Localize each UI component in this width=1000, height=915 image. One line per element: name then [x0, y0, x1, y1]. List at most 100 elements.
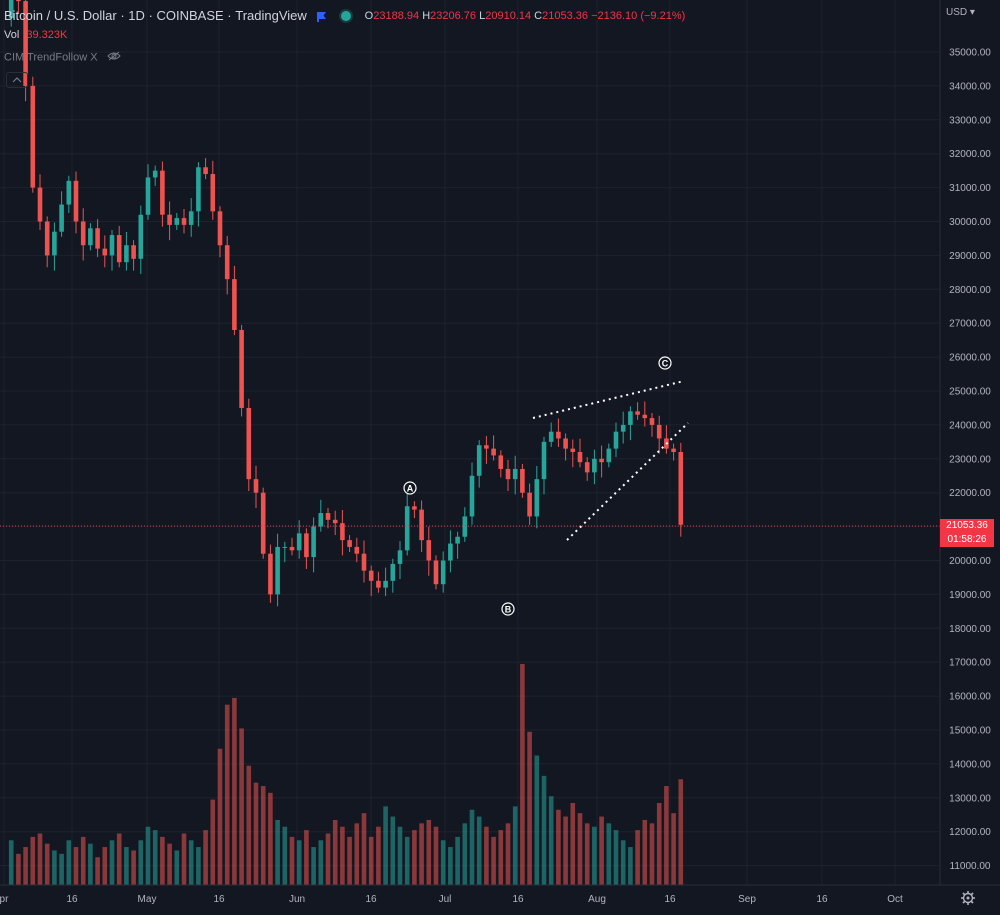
volume-bar	[476, 816, 482, 885]
candle	[664, 425, 669, 454]
volume-bar	[131, 850, 136, 885]
candle	[397, 541, 403, 580]
lower-trendline[interactable]	[566, 422, 689, 541]
symbol-name[interactable]: Bitcoin / U.S. Dollar	[4, 8, 117, 24]
candle	[131, 240, 136, 271]
volume-bar	[484, 826, 489, 885]
candle	[116, 225, 122, 268]
candle	[440, 551, 446, 593]
volume-bar	[541, 775, 547, 885]
price-tick-label: 17000.00	[949, 658, 991, 669]
volume-bar	[124, 847, 129, 885]
time-axis[interactable]: pr 16 May 16 Jun 16 Jul 16 Aug 16 Sep 16 Oct	[0, 894, 903, 905]
candle	[484, 436, 489, 464]
candle	[563, 433, 568, 461]
time-tick-label: 16	[66, 894, 78, 905]
time-tick-label: 16	[816, 894, 828, 905]
candle	[462, 507, 468, 542]
volume-bar	[88, 843, 93, 885]
volume-bar	[628, 847, 633, 885]
volume-bar	[23, 847, 28, 885]
candle	[224, 236, 230, 295]
drawing-tools[interactable]: A B C	[403, 356, 689, 616]
wave-label-b[interactable]: B	[501, 602, 515, 616]
candle	[332, 510, 338, 536]
candle	[599, 445, 604, 478]
price-tick-label: 14000.00	[949, 759, 991, 770]
candle	[433, 555, 439, 590]
flag-icon[interactable]	[316, 10, 327, 23]
time-tick-label: Aug	[588, 894, 606, 905]
volume-bar	[642, 819, 648, 885]
candle	[448, 530, 453, 573]
volume-legend[interactable]: Vol 39.323K	[4, 29, 67, 41]
eye-off-icon[interactable]	[106, 51, 121, 64]
candle	[520, 463, 525, 498]
candle	[548, 422, 554, 447]
volume-bar	[167, 843, 172, 885]
price-tick-label: 26000.00	[949, 353, 991, 364]
candle	[253, 465, 259, 508]
volume-bar	[332, 819, 338, 885]
interval[interactable]: 1D	[128, 8, 145, 24]
candle	[152, 165, 158, 186]
volume-bar	[296, 840, 302, 885]
upper-trendline[interactable]	[532, 380, 685, 419]
price-tick-label: 23000.00	[949, 454, 991, 465]
volume-bar	[8, 840, 14, 885]
wave-label-a[interactable]: A	[403, 481, 417, 495]
indicator-legend[interactable]: CIM TrendFollow X	[4, 51, 121, 64]
price-tick-label: 20000.00	[949, 556, 991, 567]
volume-bar	[188, 840, 194, 885]
status-dot-icon	[341, 10, 352, 21]
candle	[347, 535, 352, 553]
candle	[505, 459, 511, 492]
symbol-legend[interactable]: Bitcoin / U.S. Dollar · 1D · COINBASE · …	[4, 8, 686, 24]
volume-bar	[52, 850, 57, 885]
price-axis[interactable]: 35000.00 34000.00 33000.00 32000.00 31000.00…	[949, 48, 991, 873]
candle	[80, 208, 86, 261]
volume-bar	[354, 823, 360, 885]
candle	[340, 509, 345, 556]
volume-bar	[419, 823, 424, 885]
price-tick-label: 11000.00	[950, 861, 991, 872]
volume-bar	[678, 779, 684, 885]
candle	[268, 544, 273, 603]
price-tick-label: 31000.00	[949, 183, 991, 194]
candle	[318, 499, 324, 532]
volume-bar	[95, 857, 100, 885]
candle	[210, 160, 216, 220]
candle	[311, 517, 316, 573]
candle	[145, 164, 151, 220]
currency-selector[interactable]: USD ▾	[946, 7, 975, 18]
candle	[455, 531, 460, 559]
price-tick-label: 33000.00	[949, 115, 991, 126]
volume-bar	[390, 816, 396, 885]
volume-bar	[577, 813, 583, 885]
volume-bar	[174, 850, 180, 885]
volume-bar	[138, 840, 144, 885]
volume-bar	[426, 819, 432, 885]
candle	[109, 229, 115, 271]
candle	[426, 526, 432, 576]
candle	[188, 198, 194, 237]
chevron-up-icon	[12, 77, 22, 83]
volume-bar	[246, 765, 252, 885]
volume-bar	[253, 782, 259, 885]
volume-bar	[664, 786, 669, 885]
volume-bar	[455, 836, 460, 885]
candle	[541, 436, 547, 495]
price-tick-label: 19000.00	[949, 590, 991, 601]
price-tick-label: 16000.00	[949, 692, 991, 703]
candle	[671, 443, 676, 461]
volume-bar	[361, 813, 367, 885]
gear-icon[interactable]	[961, 891, 975, 905]
wave-label-c[interactable]: C	[658, 356, 672, 370]
candle	[469, 462, 475, 525]
candle	[160, 161, 165, 227]
candle	[656, 415, 662, 454]
time-tick-label: Jul	[439, 894, 452, 905]
collapse-legend-button[interactable]	[6, 72, 28, 88]
candle	[376, 571, 381, 593]
